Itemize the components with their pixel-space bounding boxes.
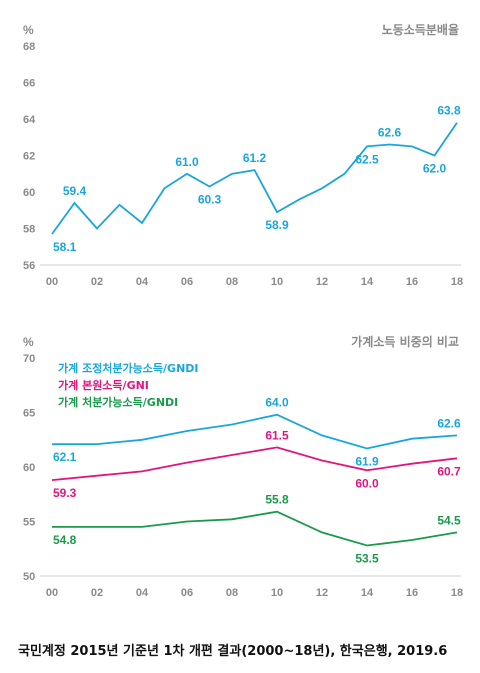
data-label: 62.1 bbox=[53, 450, 77, 464]
x-tick-label: 00 bbox=[46, 276, 58, 288]
y-tick-label: 60 bbox=[23, 187, 35, 199]
data-label: 62.6 bbox=[437, 416, 461, 430]
data-label: 61.2 bbox=[243, 151, 267, 165]
series-line-1 bbox=[52, 413, 458, 450]
x-tick-label: 10 bbox=[271, 587, 283, 599]
y-tick-label: 58 bbox=[23, 224, 35, 236]
x-tick-label: 14 bbox=[361, 276, 374, 288]
chart-title: 가계소득 비중의 비교 bbox=[351, 334, 459, 349]
x-tick-label: 00 bbox=[46, 587, 58, 599]
data-label: 60.7 bbox=[437, 464, 461, 478]
legend-entry-3: 가계 처분가능소득/GNDI bbox=[58, 395, 178, 409]
data-label: 62.6 bbox=[378, 126, 402, 140]
data-label: 59.3 bbox=[53, 486, 77, 500]
x-tick-label: 04 bbox=[136, 587, 149, 599]
data-label: 58.1 bbox=[53, 240, 77, 254]
x-tick-label: 08 bbox=[226, 276, 238, 288]
x-tick-label: 16 bbox=[406, 587, 418, 599]
y-tick-label: 70 bbox=[23, 353, 35, 365]
x-tick-label: 06 bbox=[181, 587, 193, 599]
y-tick-label: 55 bbox=[23, 517, 35, 529]
labor-income-share-chart: % 노동소득분배율 56 58 60 62 64 66 68 00 02 04 06 08 10 12 14 16… bbox=[23, 22, 463, 288]
data-label: 60.0 bbox=[355, 476, 379, 490]
y-tick-label: 60 bbox=[23, 462, 35, 474]
x-tick-label: 04 bbox=[136, 276, 149, 288]
y-tick-label: 65 bbox=[23, 408, 35, 420]
x-tick-label: 12 bbox=[316, 587, 328, 599]
data-label: 54.8 bbox=[53, 533, 77, 547]
series-line-1 bbox=[51, 122, 458, 235]
y-tick-label: 64 bbox=[23, 114, 36, 126]
y-tick-label: 66 bbox=[23, 78, 35, 90]
data-label: 62.0 bbox=[423, 162, 447, 176]
y-unit-label: % bbox=[23, 335, 34, 349]
x-tick-label: 12 bbox=[316, 276, 328, 288]
data-label: 60.3 bbox=[198, 193, 222, 207]
data-label: 61.9 bbox=[355, 454, 379, 468]
x-tick-label: 18 bbox=[451, 276, 463, 288]
y-tick-label: 50 bbox=[23, 571, 35, 583]
y-unit-label: % bbox=[23, 23, 34, 37]
data-label: 54.5 bbox=[437, 513, 461, 527]
household-income-share-chart: % 가계소득 비중의 비교 50 55 60 65 70 00 02 04 06 08 10 12 14 16… bbox=[23, 334, 463, 599]
source-footnote: 국민계정 2015년 기준년 1차 개편 결과(2000~18년), 한국은행,… bbox=[18, 644, 448, 659]
data-label: 53.5 bbox=[355, 551, 379, 565]
x-tick-label: 14 bbox=[361, 587, 374, 599]
y-tick-label: 68 bbox=[23, 41, 35, 53]
x-tick-label: 16 bbox=[406, 276, 418, 288]
data-label: 62.5 bbox=[355, 152, 379, 166]
data-label: 61.0 bbox=[175, 155, 199, 169]
x-tick-label: 02 bbox=[91, 276, 103, 288]
x-tick-label: 06 bbox=[181, 276, 193, 288]
data-label: 59.4 bbox=[63, 184, 87, 198]
data-label: 58.9 bbox=[265, 218, 289, 232]
y-tick-label: 62 bbox=[23, 151, 35, 163]
chart-title: 노동소득분배율 bbox=[382, 22, 459, 37]
x-tick-label: 08 bbox=[226, 587, 238, 599]
series-line-3 bbox=[52, 510, 458, 547]
legend-entry-2: 가계 본원소득/GNI bbox=[58, 378, 149, 392]
legend-entry-1: 가계 조정처분가능소득/GNDI bbox=[58, 361, 199, 375]
data-label: 61.5 bbox=[265, 428, 289, 442]
y-tick-label: 56 bbox=[23, 260, 35, 272]
x-tick-label: 02 bbox=[91, 587, 103, 599]
series-line-2 bbox=[51, 446, 458, 481]
data-label: 55.8 bbox=[265, 493, 289, 507]
data-label: 63.8 bbox=[437, 104, 461, 118]
x-tick-label: 10 bbox=[271, 276, 283, 288]
x-tick-label: 18 bbox=[451, 587, 463, 599]
data-label: 64.0 bbox=[265, 396, 289, 410]
